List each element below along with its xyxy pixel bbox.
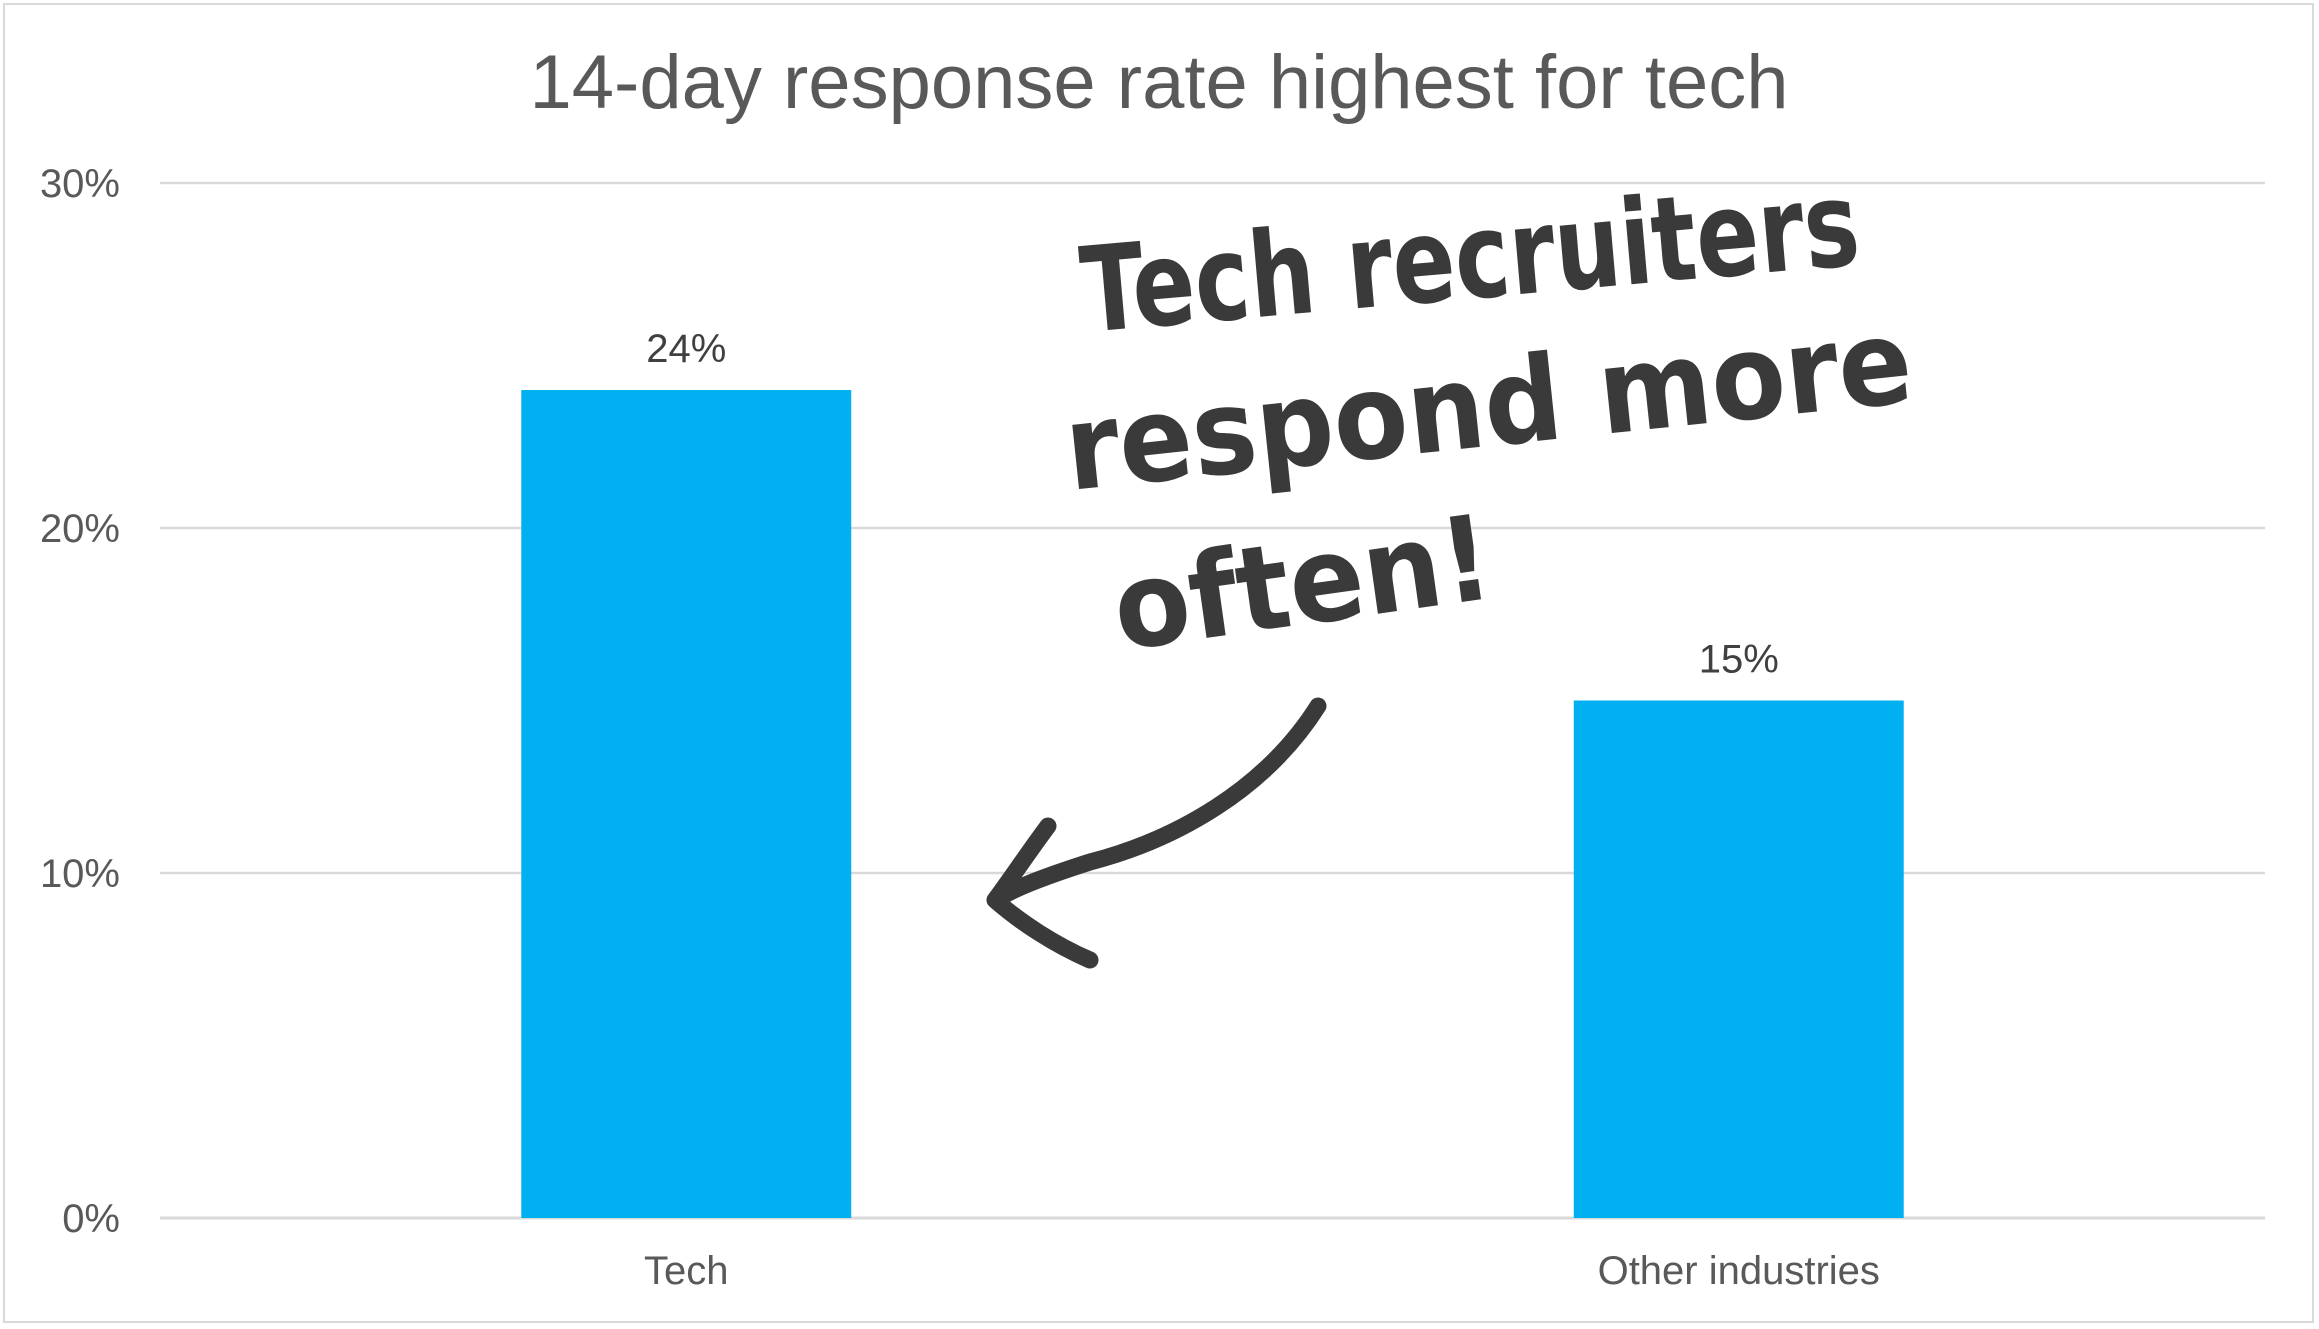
chart-frame — [3, 3, 2314, 1323]
data-label: 15% — [1699, 638, 1779, 682]
annotation-line-3: often! — [1105, 488, 1501, 678]
y-axis-tick-labels: 0% 10% 20% 30% — [40, 162, 120, 1241]
data-label: 24% — [646, 327, 726, 371]
x-axis-category-labels: Tech Other industries — [644, 1249, 1880, 1293]
x-category-label: Tech — [644, 1249, 729, 1293]
gridlines — [160, 181, 2265, 1220]
data-labels: 24% 15% — [646, 327, 1779, 682]
bar-tech — [521, 390, 852, 1218]
bar-other-industries — [1573, 700, 1904, 1218]
y-tick-label: 0% — [62, 1197, 120, 1241]
y-tick-label: 10% — [40, 852, 120, 896]
y-tick-label: 20% — [40, 507, 120, 551]
bars — [521, 390, 1904, 1218]
x-category-label: Other industries — [1598, 1249, 1880, 1293]
chart-title: 14-day response rate highest for tech — [530, 40, 1789, 125]
annotation-arrow-icon — [986, 697, 1327, 969]
y-tick-label: 30% — [40, 162, 120, 206]
